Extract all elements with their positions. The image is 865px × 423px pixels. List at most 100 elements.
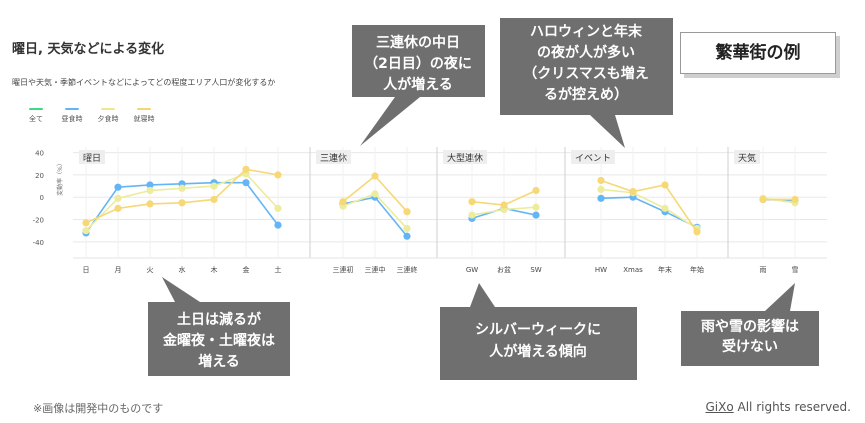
y-tick-label: 0 xyxy=(40,194,44,202)
data-point-就寝時 xyxy=(468,198,476,206)
legend-swatch-all xyxy=(29,108,43,110)
x-tick-label: 日 xyxy=(83,266,90,274)
panel-title: 大型連休 xyxy=(447,152,483,164)
callout-text-line: の夜が人が多い xyxy=(537,44,635,61)
chart-legend: 全て 昼食時 夕食時 就寝時 xyxy=(18,108,178,128)
legend-swatch-bedtime xyxy=(137,108,151,110)
x-tick-label: お盆 xyxy=(497,265,511,274)
x-tick-label: GW xyxy=(466,266,478,274)
legend-label-lunch: 昼食時 xyxy=(61,115,83,123)
data-point-就寝時 xyxy=(242,165,250,173)
callout-text-line: 人が増える xyxy=(383,76,453,93)
data-point-昼食時 xyxy=(403,232,411,240)
copyright-text: All rights reserved. xyxy=(733,400,852,414)
y-tick-label: -20 xyxy=(33,217,44,225)
data-point-就寝時 xyxy=(597,176,605,185)
data-point-就寝時 xyxy=(114,204,122,212)
data-point-夕食時 xyxy=(468,211,476,219)
x-tick-label: 土 xyxy=(275,265,282,274)
panel-title-bg xyxy=(316,150,351,164)
data-point-昼食時 xyxy=(146,181,154,189)
callout-box xyxy=(500,18,673,115)
x-tick-label: SW xyxy=(530,266,541,274)
callout-box xyxy=(352,25,485,97)
callout-text-line: 受けない xyxy=(722,338,778,355)
panel-title: 三連休 xyxy=(320,152,347,164)
data-point-就寝時 xyxy=(146,200,154,208)
data-point-昼食時 xyxy=(532,211,540,219)
page-subtitle: 曜日や天気・季節イベントなどによってどの程度エリア人口が変化するか xyxy=(12,78,276,87)
legend-label-dinner: 夕食時 xyxy=(97,115,119,123)
x-tick-label: 年末 xyxy=(658,265,672,274)
x-tick-label: 年始 xyxy=(690,265,704,274)
y-axis-label: 変動率（%） xyxy=(56,160,64,196)
data-point-昼食時 xyxy=(597,194,605,202)
data-point-就寝時 xyxy=(339,198,347,206)
data-point-夕食時 xyxy=(210,182,218,190)
callout-box xyxy=(148,302,290,376)
brand-link[interactable]: GiXo xyxy=(705,400,734,414)
x-tick-label: 金 xyxy=(243,265,250,274)
legend-item-lunch[interactable]: 昼食時 xyxy=(54,108,90,124)
data-point-夕食時 xyxy=(178,184,186,192)
data-point-夕食時 xyxy=(661,204,669,212)
callout-pointer xyxy=(590,115,625,148)
legend-item-all[interactable]: 全て xyxy=(18,108,54,124)
data-point-就寝時 xyxy=(500,201,508,209)
callout-box xyxy=(440,307,637,380)
y-tick-label: 20 xyxy=(35,172,44,180)
data-point-就寝時 xyxy=(532,186,540,195)
data-point-昼食時 xyxy=(274,221,282,229)
callout-text-line: 増える xyxy=(198,353,240,370)
callout-pointer xyxy=(162,277,200,302)
data-point-夕食時 xyxy=(403,224,411,233)
callout-text-line: 三連休の中日 xyxy=(376,34,460,51)
data-point-就寝時 xyxy=(371,172,379,180)
callout-text-line: シルバーウィークに xyxy=(475,322,601,338)
panel-title-bg xyxy=(734,150,760,164)
callout-text-line: ハロウィンと年末 xyxy=(530,23,643,40)
page-title: 曜日, 天気などによる変化 xyxy=(12,42,165,57)
callout-pointer xyxy=(765,283,795,311)
data-point-就寝時 xyxy=(178,199,186,207)
panel-title-bg xyxy=(571,150,615,164)
data-point-夕食時 xyxy=(114,194,122,202)
data-point-夕食時 xyxy=(82,227,90,235)
callout-text-line: 雨や雪の影響は xyxy=(701,318,799,335)
data-point-夕食時 xyxy=(274,204,282,212)
series-line-夕食時 xyxy=(600,188,698,230)
data-point-就寝時 xyxy=(274,171,282,179)
callout-text-line: るが控えめ） xyxy=(544,86,628,103)
panel-title: 天気 xyxy=(738,152,756,164)
panel-title: イベント xyxy=(575,154,611,164)
example-label-box: 繁華街の例 xyxy=(680,32,836,74)
y-tick-label: -40 xyxy=(33,239,44,247)
copyright-notice: GiXo All rights reserved. xyxy=(705,400,851,414)
x-tick-label: 雪 xyxy=(792,266,799,274)
data-point-昼食時 xyxy=(114,183,122,191)
data-point-就寝時 xyxy=(759,195,767,204)
legend-label-all: 全て xyxy=(29,115,43,123)
legend-label-bedtime: 就寝時 xyxy=(133,115,155,123)
data-point-就寝時 xyxy=(693,228,701,236)
x-tick-label: 三連終 xyxy=(397,265,418,274)
data-point-夕食時 xyxy=(146,186,154,195)
callout-pointer xyxy=(470,283,495,307)
x-tick-label: Xmas xyxy=(623,266,643,274)
legend-item-bedtime[interactable]: 就寝時 xyxy=(126,108,162,124)
x-tick-label: 雨 xyxy=(760,266,767,274)
x-tick-label: 火 xyxy=(147,266,154,274)
x-tick-label: 木 xyxy=(211,265,218,274)
x-tick-label: 三連中 xyxy=(365,265,386,274)
data-point-就寝時 xyxy=(210,195,218,204)
x-tick-label: 三連初 xyxy=(333,265,354,274)
x-tick-label: 月 xyxy=(115,266,122,274)
x-tick-label: 水 xyxy=(179,265,186,274)
data-point-就寝時 xyxy=(791,195,799,204)
x-tick-label: HW xyxy=(595,266,607,274)
data-point-就寝時 xyxy=(629,188,637,196)
data-point-夕食時 xyxy=(532,203,540,211)
series-line-就寝時 xyxy=(600,179,698,233)
legend-item-dinner[interactable]: 夕食時 xyxy=(90,108,126,124)
